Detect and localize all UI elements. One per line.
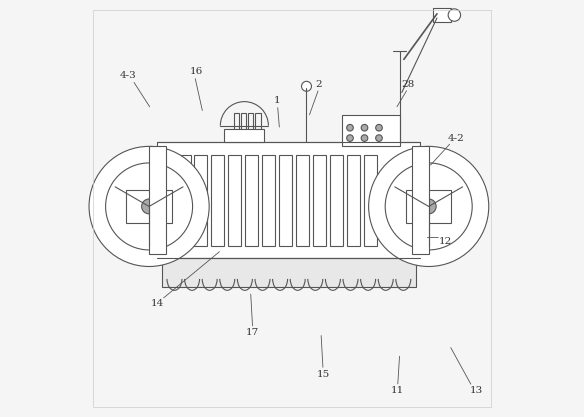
Circle shape (421, 199, 436, 214)
Bar (255, 113, 260, 130)
Bar (224, 129, 264, 142)
Bar (312, 155, 326, 246)
Bar (364, 155, 377, 246)
Text: 4-2: 4-2 (447, 133, 464, 143)
Bar (228, 155, 241, 246)
Bar (330, 155, 343, 246)
Text: 17: 17 (246, 328, 259, 337)
Text: 11: 11 (391, 386, 404, 395)
Text: 14: 14 (151, 299, 164, 308)
Circle shape (142, 199, 157, 214)
Circle shape (369, 146, 489, 266)
Bar (412, 146, 429, 254)
Bar (194, 155, 207, 246)
Circle shape (376, 135, 383, 141)
Bar (296, 155, 310, 246)
Bar (234, 113, 239, 130)
Circle shape (347, 124, 353, 131)
Bar (347, 155, 360, 246)
Bar (126, 190, 172, 223)
Text: 13: 13 (470, 386, 483, 395)
Bar (248, 113, 253, 130)
Circle shape (448, 9, 461, 21)
Bar (162, 258, 416, 287)
Circle shape (301, 81, 311, 91)
Bar (433, 8, 451, 22)
Text: 4-3: 4-3 (120, 71, 137, 80)
Bar (157, 142, 420, 258)
Bar (279, 155, 293, 246)
Bar (406, 190, 451, 223)
Bar (262, 155, 276, 246)
Bar (211, 155, 224, 246)
Text: 16: 16 (190, 67, 203, 76)
Bar (245, 155, 259, 246)
Text: 1: 1 (274, 96, 281, 106)
Text: 12: 12 (439, 237, 452, 246)
Circle shape (376, 124, 383, 131)
Text: 28: 28 (401, 80, 415, 89)
Circle shape (361, 124, 368, 131)
Text: 15: 15 (317, 370, 330, 379)
Text: 2: 2 (315, 80, 322, 89)
Circle shape (89, 146, 209, 266)
Bar (342, 115, 399, 146)
Circle shape (347, 135, 353, 141)
Bar (149, 146, 166, 254)
Bar (177, 155, 190, 246)
Bar (241, 113, 246, 130)
Circle shape (361, 135, 368, 141)
